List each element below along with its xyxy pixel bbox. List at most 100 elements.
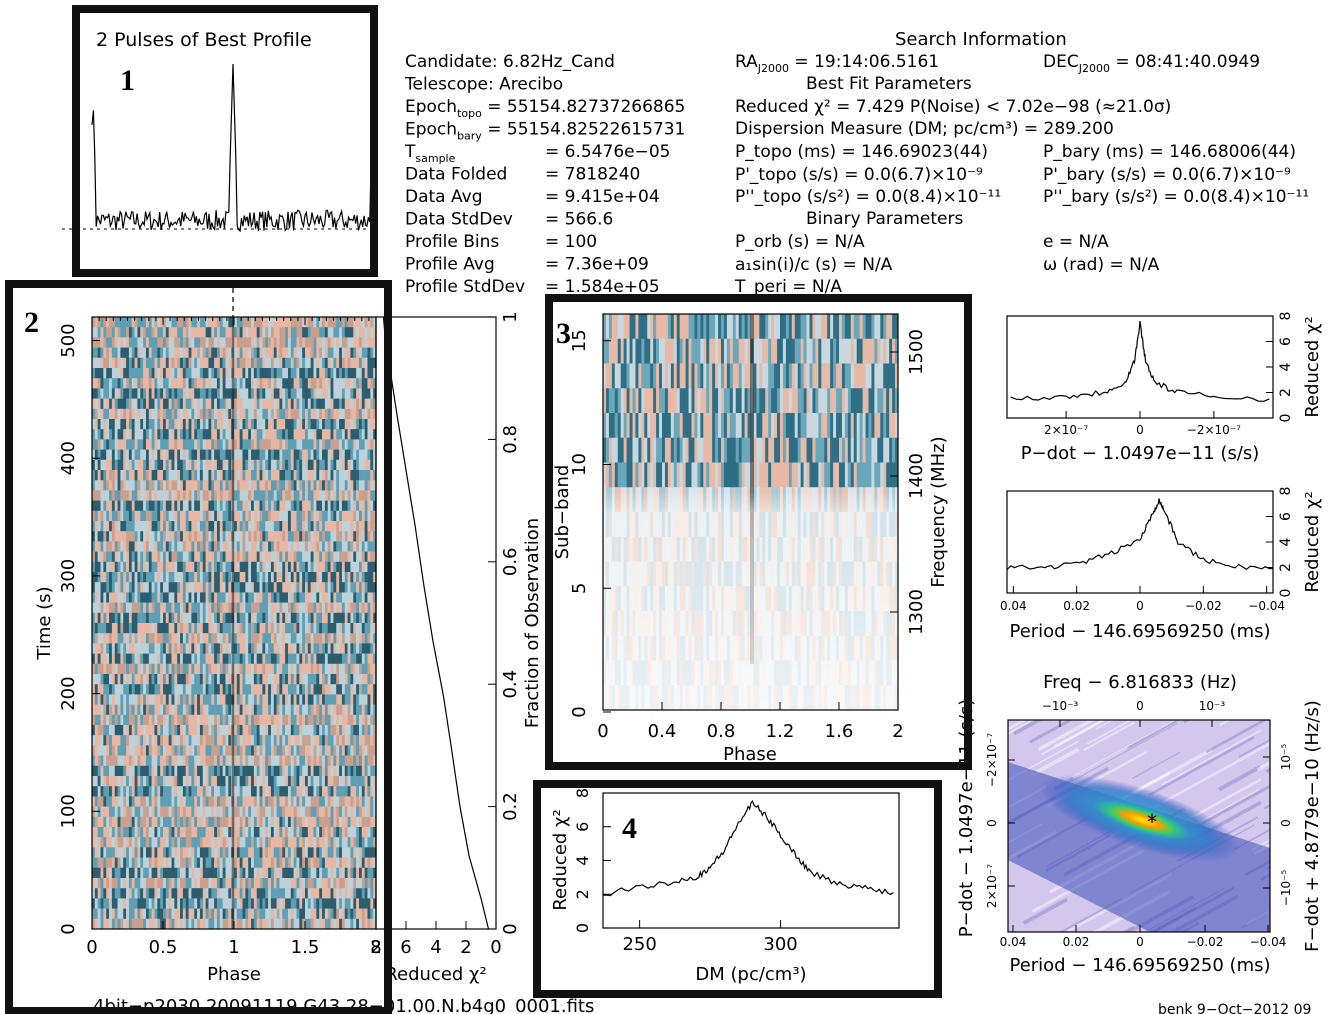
heatmap-cell: [194, 674, 198, 685]
heatmap-cell: [97, 347, 101, 359]
heatmap-cell: [276, 490, 280, 501]
heatmap-cell: [256, 510, 260, 522]
heatmap-cell: [327, 347, 331, 359]
heatmap-cell: [353, 806, 357, 818]
heatmap-cell: [117, 786, 121, 797]
heatmap-cell: [259, 561, 263, 573]
heatmap-cell: [367, 419, 371, 430]
heatmap-cell: [293, 623, 297, 634]
heatmap-cell: [174, 816, 178, 828]
heatmap-cell: [333, 480, 337, 491]
heatmap-cell: [324, 357, 329, 369]
heatmap-cell: [148, 561, 152, 573]
heatmap-cell: [171, 684, 175, 695]
heatmap-cell: [344, 317, 348, 328]
heatmap-cell: [350, 623, 354, 634]
heatmap-cell: [157, 398, 161, 410]
heatmap-cell: [242, 388, 246, 399]
heatmap-cell: [367, 592, 371, 603]
heatmap-cell: [168, 684, 172, 695]
heatmap-cell: [191, 745, 195, 756]
heatmap-cell: [148, 510, 152, 522]
heatmap-cell: [251, 510, 255, 522]
heatmap-cell: [117, 398, 121, 410]
heatmap-cell: [299, 398, 303, 410]
heatmap-cell: [282, 796, 286, 807]
heatmap-cell: [128, 786, 133, 797]
heatmap-cell: [92, 429, 96, 440]
heatmap-cell: [228, 378, 232, 389]
heatmap-cell: [143, 572, 147, 583]
heatmap-cell: [163, 337, 167, 348]
heatmap-cell: [276, 378, 280, 389]
heatmap-cell: [344, 755, 348, 767]
heatmap-cell: [143, 582, 147, 593]
heatmap-cell: [270, 755, 275, 767]
heatmap-cell: [109, 541, 113, 552]
heatmap-cell: [253, 704, 258, 716]
heatmap-cell: [114, 816, 118, 828]
heatmap-cell: [103, 480, 107, 491]
heatmap-cell: [256, 806, 260, 818]
heatmap-cell: [171, 408, 175, 420]
heatmap-cell: [134, 735, 138, 746]
heatmap-cell: [358, 357, 363, 369]
heatmap-cell: [219, 317, 223, 328]
heatmap-cell: [123, 357, 127, 369]
heatmap-cell: [307, 582, 311, 593]
info-left-line: Tsample = 6.5476e−05: [404, 142, 670, 165]
heatmap-cell: [205, 633, 209, 644]
heatmap-cell: [256, 592, 260, 603]
heatmap-cell: [330, 429, 334, 440]
heatmap-cell: [330, 704, 334, 716]
heatmap-cell: [316, 357, 320, 369]
heatmap-cell: [137, 408, 141, 420]
heatmap-cell: [273, 745, 277, 756]
heatmap-cell: [177, 612, 181, 624]
heatmap-cell: [128, 480, 133, 491]
heatmap-cell: [259, 612, 263, 624]
heatmap-cell: [123, 521, 127, 532]
heatmap-cell: [197, 551, 201, 563]
heatmap-cell: [97, 592, 101, 603]
heatmap-cell: [333, 592, 337, 603]
heatmap-cell: [330, 480, 334, 491]
heatmap-cell: [310, 602, 314, 614]
heatmap-cell: [177, 449, 181, 461]
heatmap-cell: [310, 419, 314, 430]
heatmap-cell: [347, 357, 351, 369]
heatmap-cell: [370, 653, 374, 665]
heatmap-cell: [126, 429, 130, 440]
heatmap-cell: [191, 419, 195, 430]
heatmap-cell: [353, 378, 357, 389]
heatmap-cell: [219, 408, 223, 420]
heatmap-cell: [174, 592, 178, 603]
heatmap-cell: [126, 317, 130, 328]
heatmap-cell: [305, 521, 309, 532]
heatmap-cell: [358, 674, 363, 685]
heatmap-cell: [120, 561, 124, 573]
heatmap-cell: [151, 694, 155, 705]
heatmap-cell: [299, 755, 303, 767]
heatmap-cell: [126, 368, 130, 379]
heatmap-cell: [358, 653, 363, 665]
heatmap-cell: [234, 327, 238, 338]
heatmap-cell: [236, 541, 240, 552]
heatmap-cell: [358, 592, 363, 603]
heatmap-cell: [276, 694, 280, 705]
heatmap-cell: [253, 480, 258, 491]
heatmap-cell: [299, 725, 303, 736]
heatmap-cell: [143, 490, 147, 501]
heatmap-cell: [245, 623, 249, 634]
heatmap-cell: [370, 429, 374, 440]
heatmap-cell: [253, 317, 258, 328]
heatmap-cell: [151, 408, 155, 420]
heatmap-cell: [307, 684, 311, 695]
dm-line: Dispersion Measure (DM; pc/cm³) = 289.20…: [735, 119, 1114, 139]
heatmap-cell: [344, 674, 348, 685]
heatmap-cell: [310, 388, 314, 399]
heatmap-cell: [305, 337, 309, 348]
heatmap-cell: [94, 317, 98, 328]
heatmap-cell: [211, 459, 215, 471]
heatmap-cell: [94, 653, 98, 665]
